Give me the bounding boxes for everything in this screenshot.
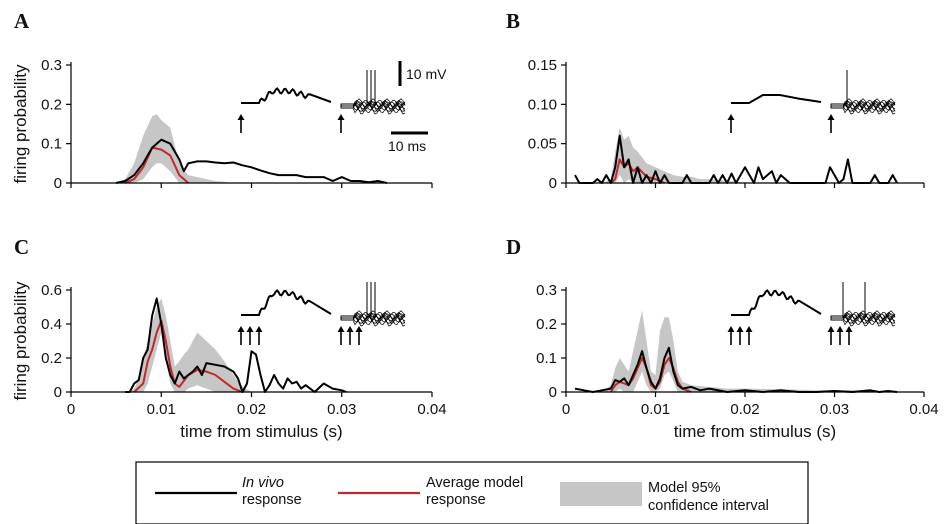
legend-ci-label-2: confidence interval [648, 498, 769, 514]
y-axis-label: firing probability [11, 281, 30, 401]
model-line [124, 146, 189, 184]
stimulus-arrowhead [355, 326, 363, 332]
y-tick-label: 0.1 [41, 136, 62, 153]
y-tick-label: 0.05 [528, 136, 557, 153]
x-axis-label: time from stimulus (s) [674, 422, 836, 441]
y-tick-label: 0.2 [41, 350, 62, 367]
ci-band [601, 310, 889, 392]
x-tick-label: 0.03 [820, 401, 849, 418]
inset-traces [727, 282, 896, 345]
inset-traces: 10 mV 10 ms [237, 61, 447, 154]
panels-group: A 0 0.1 0.2 0.3 firing probability 10 mV 10 ms B… [11, 9, 939, 441]
invivo-line [574, 134, 898, 184]
panel-c: C 0 0.2 0.4 0.6 0 0.01 0.02 0.03 0.04 firing proba… [11, 235, 447, 441]
legend-model-label-1: Average model [426, 475, 523, 491]
legend-box [135, 461, 809, 524]
stimulus-arrowhead [745, 326, 753, 332]
model-epsp-trace [731, 289, 822, 316]
model-epsp-trace [241, 289, 332, 316]
panel-label: A [14, 9, 30, 33]
x-tick-label: 0 [67, 401, 75, 418]
x-tick-label: 0.01 [641, 401, 670, 418]
x-tick-label: 0.03 [327, 401, 356, 418]
inset-traces [727, 70, 896, 133]
x-axis-label: time from stimulus (s) [180, 422, 342, 441]
stimulus-arrowhead [836, 326, 844, 332]
panel-label: B [506, 9, 520, 33]
voltage-scalebar-label: 10 mV [406, 66, 447, 82]
stimulus-arrowhead [246, 326, 254, 332]
recorded-trace [341, 99, 406, 112]
stimulus-arrowhead [237, 114, 245, 120]
inset-traces [237, 282, 406, 345]
y-tick-label: 0.2 [41, 96, 62, 113]
y-tick-label: 0 [54, 175, 62, 192]
y-tick-label: 0.2 [536, 316, 557, 333]
stimulus-arrowhead [727, 326, 735, 332]
model-epsp-trace [241, 87, 332, 104]
stimulus-arrowhead [237, 326, 245, 332]
stimulus-arrowhead [827, 326, 835, 332]
legend-invivo-label-2: response [242, 492, 302, 508]
recorded-trace [831, 311, 896, 324]
y-tick-label: 0.15 [528, 57, 557, 74]
x-tick-label: 0.01 [147, 401, 176, 418]
stimulus-arrowhead [827, 114, 835, 120]
x-tick-label: 0.02 [237, 401, 266, 418]
y-tick-label: 0 [549, 384, 557, 401]
y-tick-label: 0.3 [536, 282, 557, 299]
legend-ci-swatch [560, 482, 642, 506]
y-tick-label: 0 [54, 384, 62, 401]
x-tick-label: 0 [562, 401, 570, 418]
y-axis-label: firing probability [11, 64, 30, 184]
y-tick-label: 0.6 [41, 282, 62, 299]
x-tick-label: 0.04 [417, 401, 446, 418]
legend-invivo-label-1: In vivo [242, 475, 284, 491]
recorded-trace [830, 100, 896, 115]
legend-ci-label-1: Model 95% [648, 480, 721, 496]
stimulus-arrowhead [346, 326, 354, 332]
panel-label: D [506, 235, 521, 259]
panel-d: D 0 0.1 0.2 0.3 0 0.01 0.02 0.03 0.04 time from st… [506, 235, 939, 441]
recorded-trace [340, 100, 406, 115]
model-epsp-trace [731, 94, 822, 104]
panel-a: A 0 0.1 0.2 0.3 firing probability 10 mV 10 ms [11, 9, 447, 192]
y-tick-label: 0.3 [41, 57, 62, 74]
stimulus-arrowhead [845, 326, 853, 332]
x-tick-label: 0.02 [730, 401, 759, 418]
recorded-trace [340, 312, 406, 327]
ci-band [116, 114, 234, 183]
x-tick-label: 0.04 [909, 401, 938, 418]
y-tick-label: 0 [549, 175, 557, 192]
stimulus-arrowhead [337, 114, 345, 120]
time-scalebar-label: 10 ms [388, 138, 426, 154]
recorded-trace [831, 99, 896, 112]
y-tick-label: 0.1 [536, 350, 557, 367]
legend-model-label-2: response [426, 492, 486, 508]
legend: In vivo response Average model response … [135, 461, 809, 524]
y-tick-label: 0.4 [41, 316, 62, 333]
stimulus-arrowhead [337, 326, 345, 332]
invivo-line [125, 297, 347, 393]
recorded-trace [830, 312, 896, 327]
recorded-trace [341, 311, 406, 324]
y-tick-label: 0.10 [528, 96, 557, 113]
panel-label: C [14, 235, 29, 259]
invivo-line [115, 138, 388, 184]
panel-b: B 0 0.05 0.10 0.15 [506, 9, 925, 192]
stimulus-arrowhead [727, 114, 735, 120]
stimulus-arrowhead [736, 326, 744, 332]
stimulus-arrowhead [255, 326, 263, 332]
